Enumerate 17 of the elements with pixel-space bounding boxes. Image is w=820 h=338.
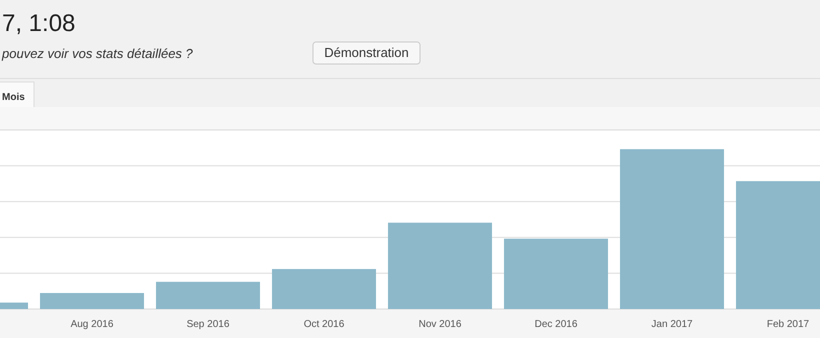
x-tick-label: Sep 2016 bbox=[186, 319, 230, 330]
chart-subtitle: pouvez voir vos stats détaillées ? bbox=[1, 46, 194, 61]
text: Mois bbox=[2, 92, 26, 103]
x-tick-label: Jan 2017 bbox=[651, 319, 694, 330]
bar bbox=[620, 149, 724, 309]
chart-title: 7, 1:08 bbox=[2, 10, 76, 37]
bar bbox=[272, 269, 376, 309]
x-tick-label: Oct 2016 bbox=[304, 319, 345, 330]
text: Démonstration bbox=[324, 45, 409, 60]
bar bbox=[504, 238, 608, 309]
bar bbox=[40, 293, 144, 309]
x-tick-label: Aug 2016 bbox=[70, 319, 114, 330]
x-tick-label: Nov 2016 bbox=[418, 319, 462, 330]
x-tick-label: Dec 2016 bbox=[534, 319, 578, 330]
bar bbox=[156, 282, 260, 309]
bar bbox=[388, 222, 492, 309]
x-tick-label: Feb 2017 bbox=[766, 319, 810, 330]
